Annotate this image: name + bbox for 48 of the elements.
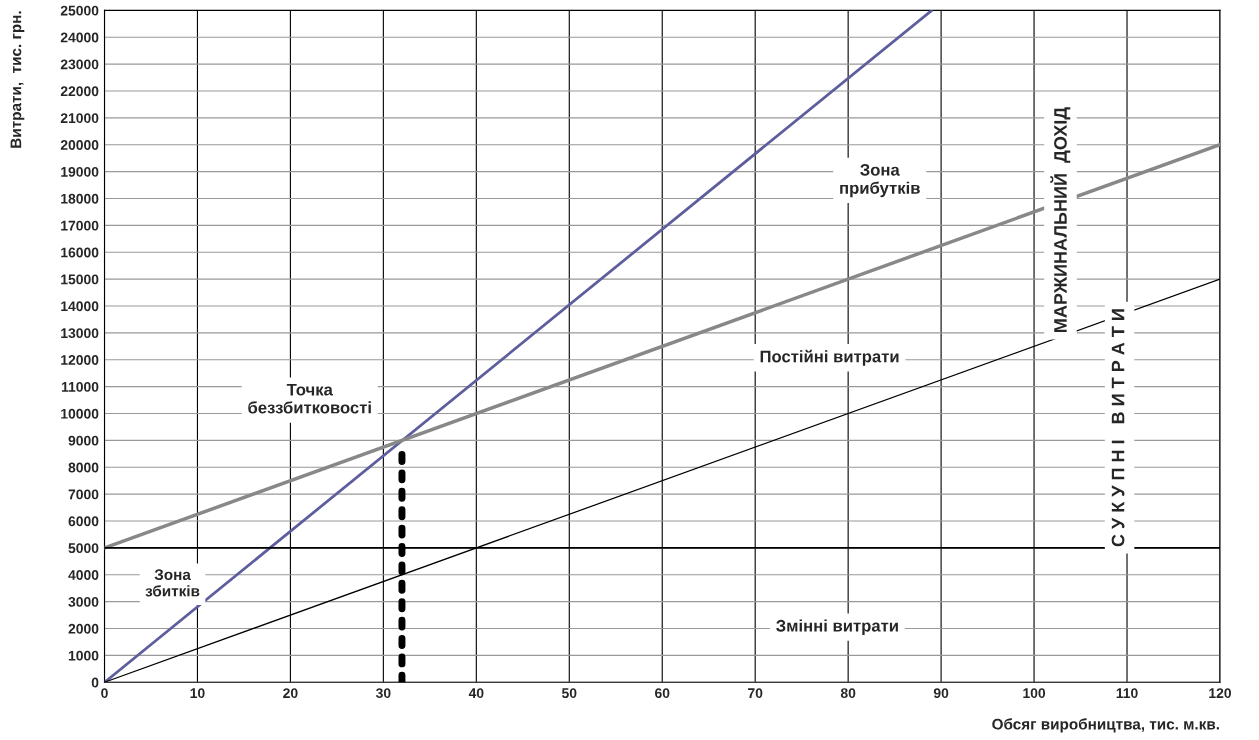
y-axis-title: Витрати, тис. грн.: [10, 11, 25, 148]
y-tick-label: 13000: [61, 328, 99, 339]
y-tick-label: 2000: [68, 623, 99, 634]
x-tick-label: 30: [375, 688, 391, 699]
y-tick-label: 4000: [68, 570, 99, 580]
y-tick-label: 23000: [60, 59, 99, 70]
annotation: МАРЖИНАЛЬНИЙ ДОХІД: [1050, 107, 1071, 332]
x-tick-label: 60: [655, 688, 670, 699]
y-tick-label: 24000: [60, 32, 99, 43]
x-tick-label: 80: [840, 688, 856, 699]
y-tick-label: 8000: [68, 462, 99, 473]
y-tick-label: 6000: [68, 516, 99, 527]
y-tick-label: 1000: [68, 650, 99, 661]
y-tick-label: 17000: [61, 220, 99, 231]
y-tick-label: 22000: [60, 86, 99, 97]
x-tick-label: 110: [1116, 688, 1138, 699]
x-tick-label: 100: [1023, 688, 1046, 699]
y-tick-label: 11000: [61, 381, 99, 392]
x-tick-label: 90: [933, 688, 949, 699]
y-tick-label: 12000: [61, 355, 99, 365]
y-tick-label: 5000: [68, 543, 99, 554]
y-tick-label: 9000: [68, 435, 99, 446]
x-tick-label: 40: [468, 688, 484, 699]
x-tick-label: 50: [561, 688, 577, 699]
annotation: Змінні витрати: [776, 619, 898, 635]
annotation: С У К У П Н І В И Т Р А Т И: [1111, 309, 1125, 547]
y-tick-label: 19000: [61, 166, 99, 177]
x-axis-title: Обсяг виробництва, тис. м.кв.: [992, 718, 1219, 733]
x-tick-label: 70: [748, 688, 763, 699]
annotation: Зона прибутків: [840, 163, 920, 198]
y-tick-label: 10000: [61, 408, 99, 419]
y-tick-label: 18000: [61, 193, 99, 204]
annotation: Постійні витрати: [760, 349, 899, 366]
y-tick-label: 16000: [61, 247, 99, 258]
annotation: Зона збитків: [145, 569, 200, 597]
x-tick-label: 0: [101, 688, 108, 699]
y-tick-label: 0: [91, 677, 99, 688]
y-tick-label: 14000: [61, 301, 99, 312]
y-tick-label: 15000: [61, 274, 99, 285]
y-tick-label: 21000: [60, 113, 99, 124]
annotation: Точка беззбитковості: [248, 383, 371, 414]
y-tick-label: 3000: [68, 596, 99, 607]
x-tick-label: 10: [190, 688, 205, 699]
y-tick-label: 20000: [60, 140, 99, 150]
x-tick-label: 120: [1209, 688, 1231, 699]
y-tick-label: 25000: [60, 5, 99, 16]
y-tick-label: 7000: [68, 489, 99, 500]
x-tick-label: 20: [283, 688, 298, 699]
